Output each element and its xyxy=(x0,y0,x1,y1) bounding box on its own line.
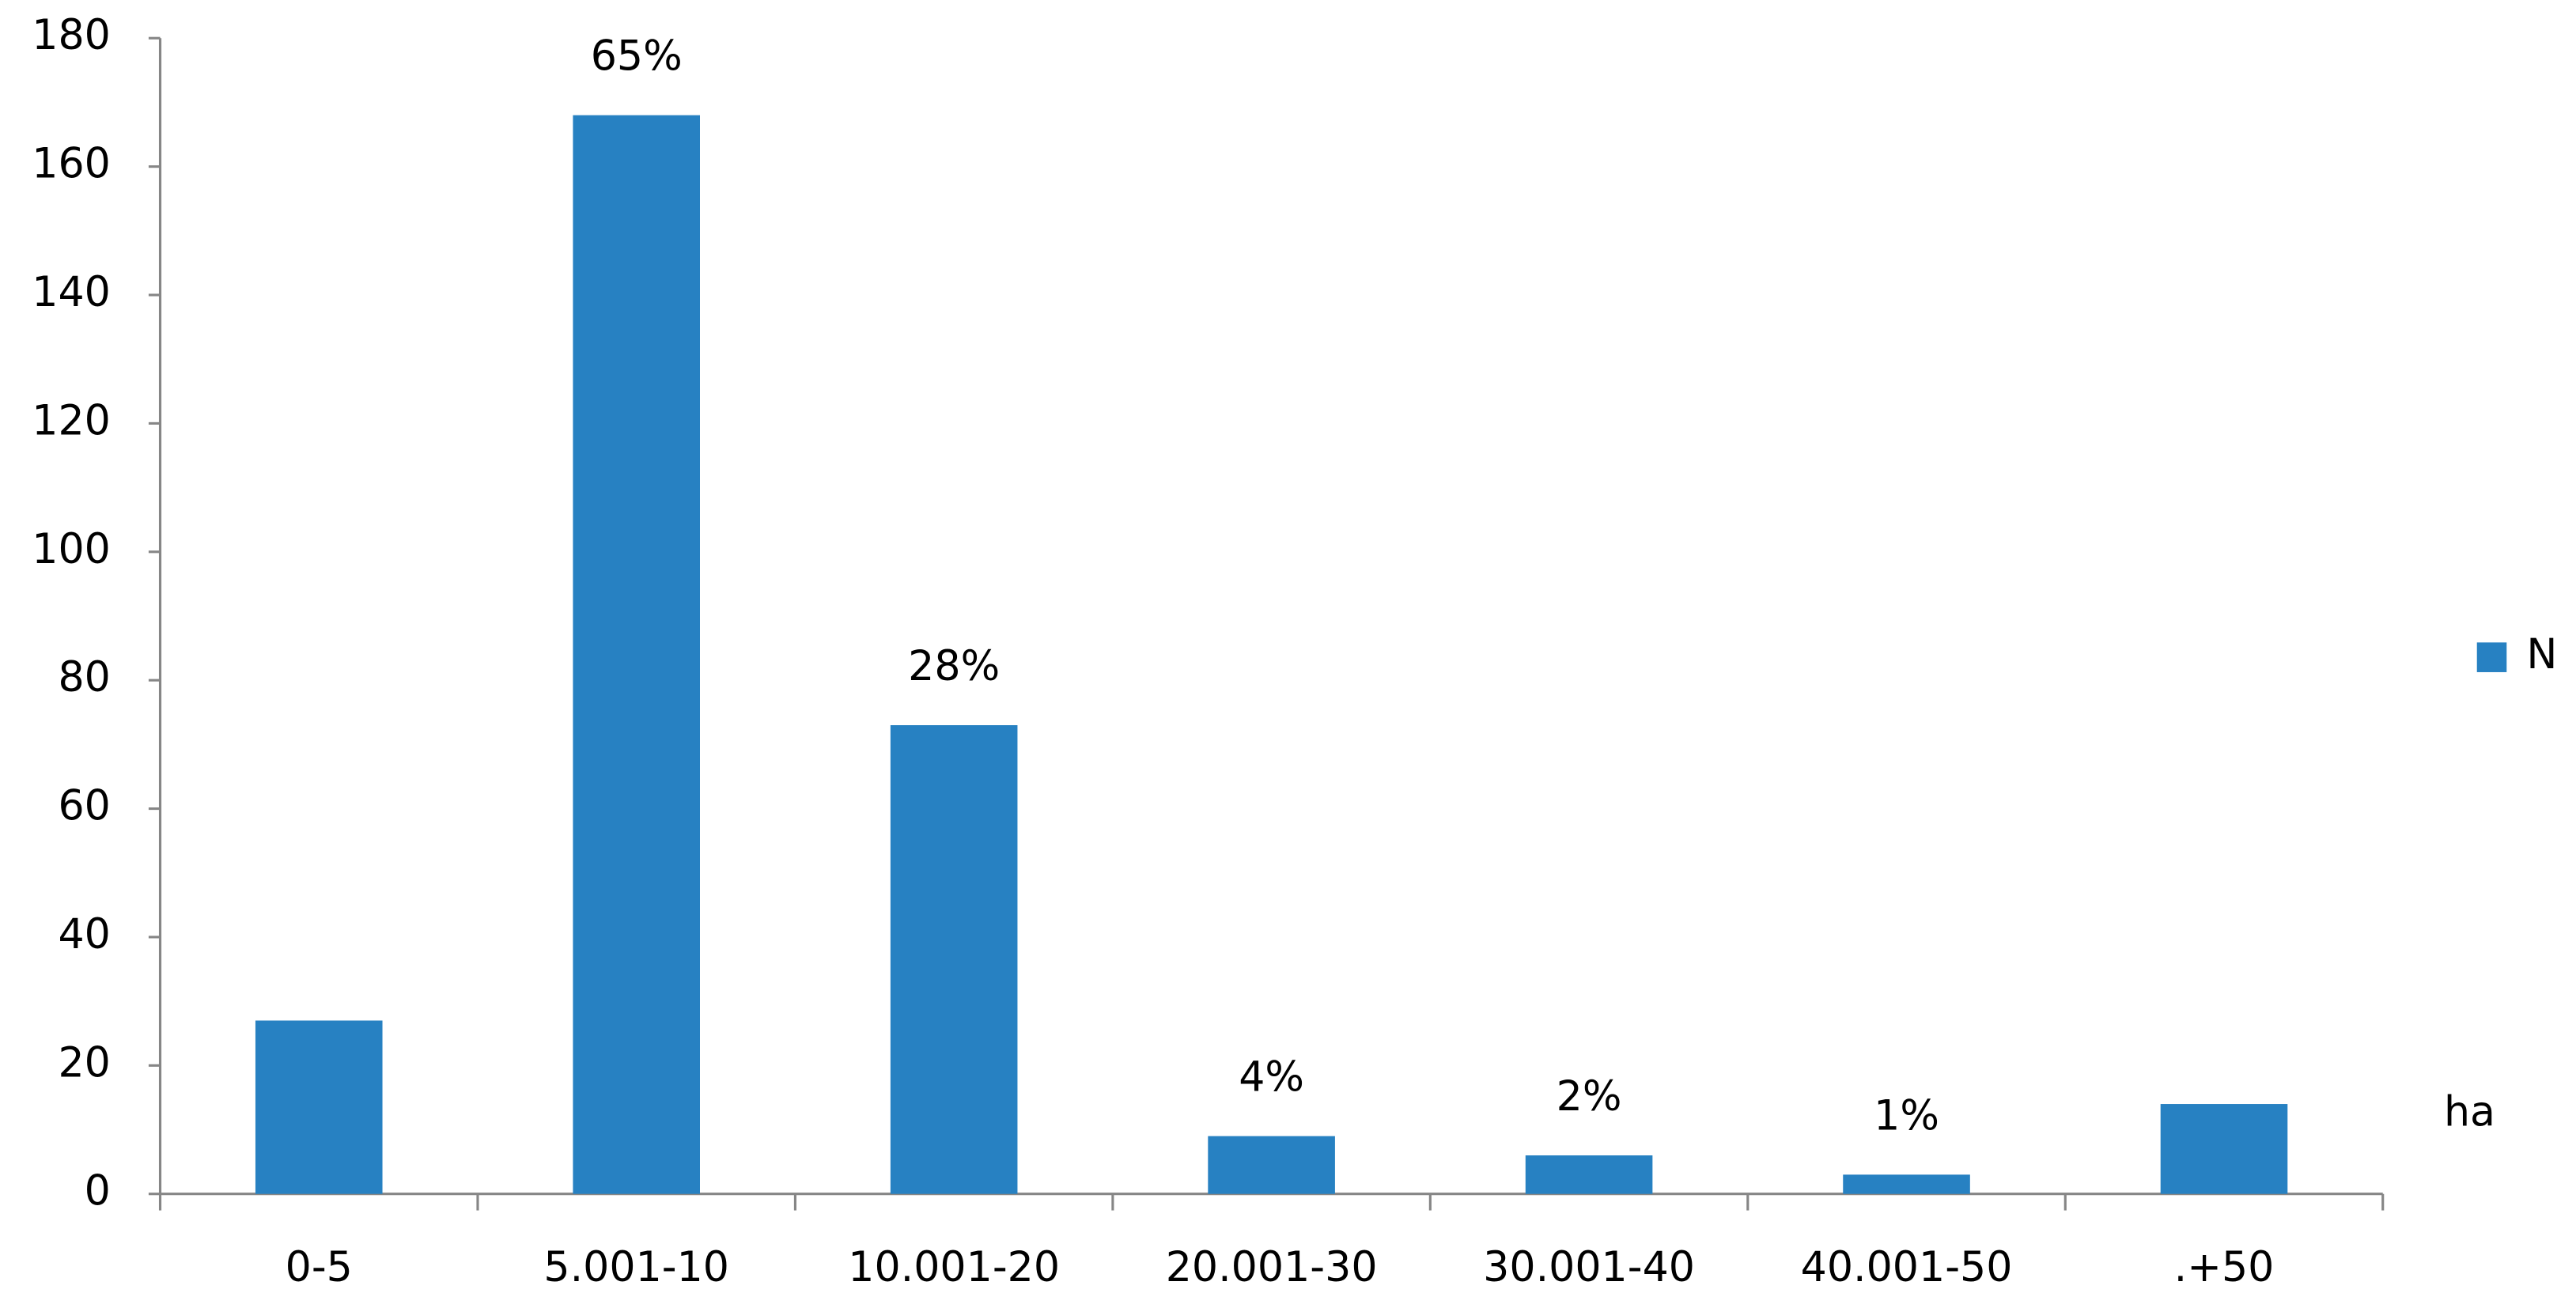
bar xyxy=(1843,1174,1970,1194)
x-tick-label: 20.001-30 xyxy=(1166,1244,1378,1291)
x-tick-label: 40.001-50 xyxy=(1801,1244,2013,1291)
y-tick-label: 120 xyxy=(32,397,111,444)
bar xyxy=(890,725,1018,1194)
y-tick-label: 60 xyxy=(58,783,110,830)
legend-label: N xyxy=(2526,631,2557,679)
x-tick-label: 5.001-10 xyxy=(543,1244,729,1291)
bar xyxy=(1525,1155,1653,1194)
x-tick-label: 30.001-40 xyxy=(1483,1244,1695,1291)
bar xyxy=(255,1020,383,1194)
bar xyxy=(573,115,700,1194)
y-tick-label: 140 xyxy=(32,269,111,316)
y-tick-label: 180 xyxy=(32,12,111,59)
share-label: 4% xyxy=(1239,1054,1304,1102)
bar xyxy=(1208,1136,1335,1194)
y-tick-label: 20 xyxy=(58,1039,110,1087)
x-tick-label: 10.001-20 xyxy=(848,1244,1060,1291)
y-tick-label: 40 xyxy=(58,911,110,958)
y-tick-label: 0 xyxy=(85,1168,111,1215)
x-axis-label: ha xyxy=(2444,1089,2495,1136)
x-tick-label: .+50 xyxy=(2174,1244,2275,1291)
legend-swatch xyxy=(2476,642,2507,672)
share-label: 1% xyxy=(1874,1092,1939,1140)
y-tick-label: 80 xyxy=(58,654,110,701)
y-tick-label: 100 xyxy=(32,526,111,573)
share-label: 65% xyxy=(591,33,683,81)
share-label: 28% xyxy=(908,643,1000,690)
x-tick-label: 0-5 xyxy=(286,1244,353,1291)
share-label: 2% xyxy=(1557,1073,1622,1121)
bar xyxy=(2160,1104,2288,1194)
y-tick-label: 160 xyxy=(32,141,111,188)
